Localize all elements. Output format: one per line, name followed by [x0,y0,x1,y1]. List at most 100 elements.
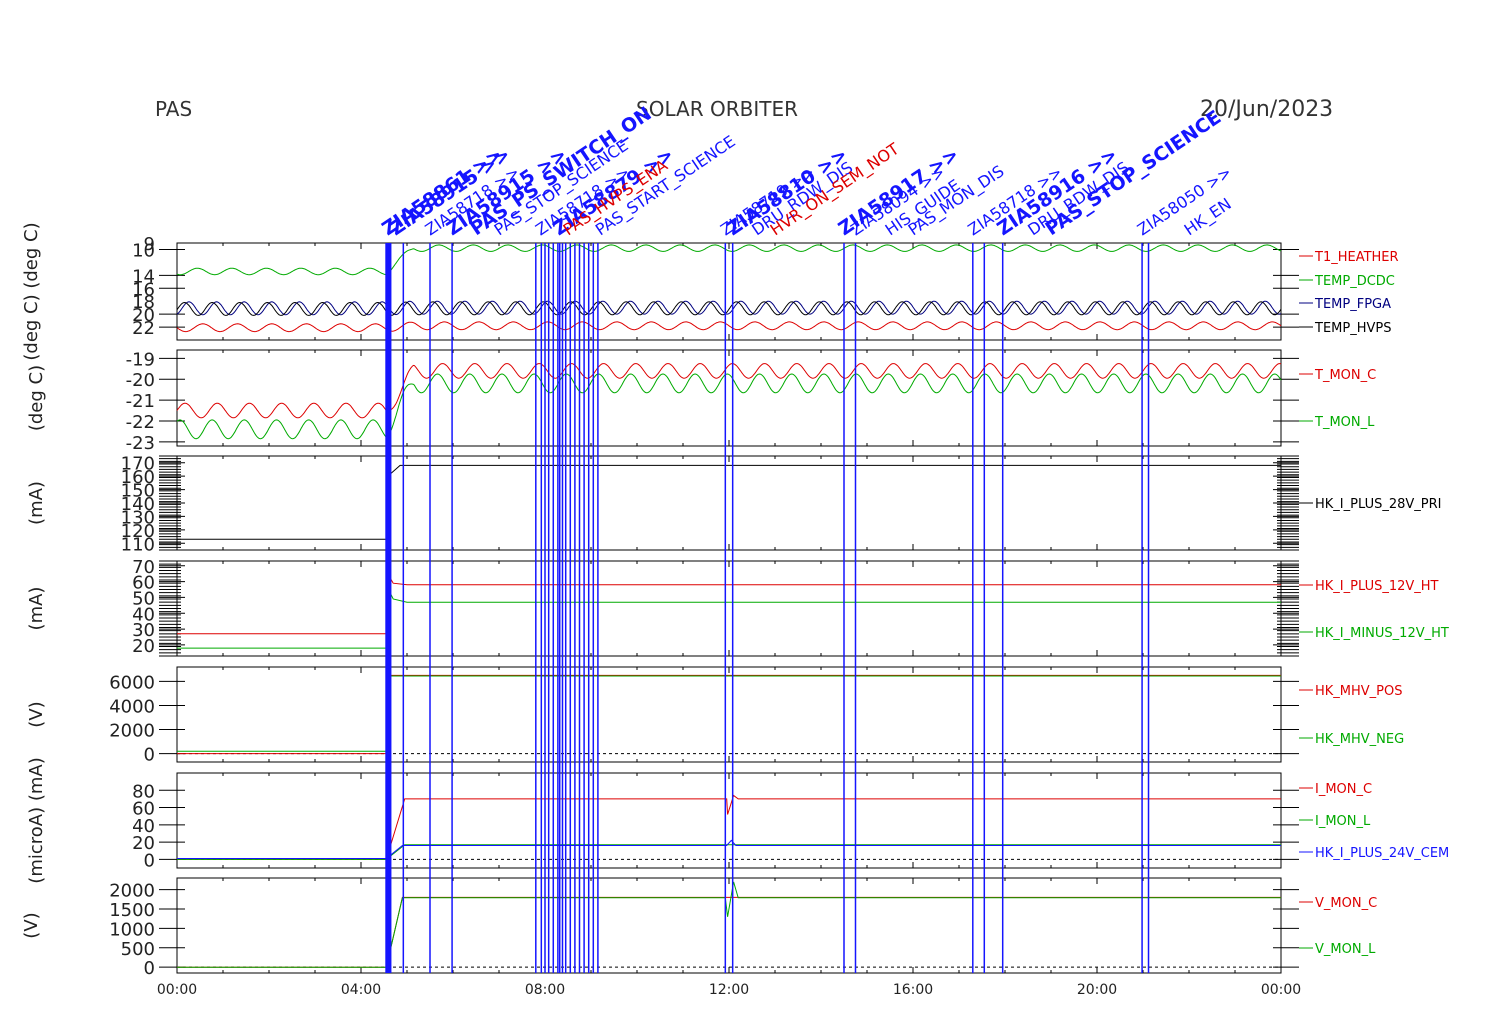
series-line-t1_heather [176,321,1282,333]
y-tick-label: 60 [132,799,155,820]
y-tick-label: 14 [132,266,155,287]
legend-t_mon_l: T_MON_L [1314,415,1375,430]
legend-hk_i_plus_28v_pri: HK_I_PLUS_28V_PRI [1315,497,1441,512]
panel-frame [176,349,1282,447]
y-tick-label: 160 [121,467,155,488]
y-tick-label: 0 [144,850,155,871]
y-tick-label: -19 [126,349,155,370]
y-tick-label: 10 [132,240,155,261]
x-tick-label: 20:00 [1077,982,1117,998]
legend-i_mon_c: I_MON_C [1315,782,1372,797]
y-tick-label: 140 [121,494,155,515]
y-tick-label: 1500 [109,900,155,921]
header-date: 20/Jun/2023 [1200,97,1333,122]
y-axis-label: (V) [26,701,47,727]
y-tick-label: -23 [126,433,155,454]
y-tick-label: 40 [132,816,155,837]
x-tick-label: 00:00 [157,982,197,998]
y-tick-label: 120 [121,521,155,542]
series-line-i_mon_c [177,794,1281,860]
panel-2: -19-20-21-22-23 (deg C) T_MON_C T_MON_L [26,349,1376,453]
y-tick-label: 9 [144,234,155,255]
series-line-i_mon_l [177,844,1281,860]
series-line-temp_fpga [176,300,1282,316]
legend-i_mon_l: I_MON_L [1315,814,1371,829]
y-axis-label: (deg C) [26,365,47,431]
legend-hk_mhv_pos: HK_MHV_POS [1315,684,1403,699]
y-tick-label: 16 [132,279,155,300]
y-tick-label: 18 [132,292,155,313]
x-tick-label: 16:00 [893,982,933,998]
legend-hk_i_minus_12v_ht: HK_I_MINUS_12V_HT [1315,626,1449,641]
y-tick-label: 150 [121,481,155,502]
legend-hk_i_plus_12v_ht: HK_I_PLUS_12V_HT [1315,579,1439,594]
y-axis-label: (microA) (mA) [26,757,47,883]
series-line-temp_hvps [176,301,1282,316]
legend-t1_heather: T1_HEATHER [1314,250,1399,265]
series-line-hk_i_minus_12v_ht [177,587,1281,649]
y-tick-label: 4000 [109,696,155,717]
y-tick-label: 40 [132,604,155,625]
y-axis-label: (mA) [26,587,47,631]
y-tick-label: 22 [132,318,155,339]
x-tick-label: 04:00 [341,982,381,998]
panel-frame [176,877,1282,974]
y-tick-label: -22 [126,412,155,433]
y-tick-label: 30 [132,620,155,641]
y-tick-label: 50 [132,588,155,609]
series-line-t_mon_l [176,373,1282,440]
header-mission: SOLAR ORBITER [636,97,798,121]
y-tick-label: 2000 [109,721,155,742]
x-tick-label: 08:00 [525,982,565,998]
y-axis-label: (V) [21,912,42,938]
panel-frame [176,772,1282,869]
y-tick-label: 6000 [109,672,155,693]
series-line-t_mon_c [176,363,1282,419]
y-tick-label: 0 [144,745,155,766]
y-axis-label: (mA) [26,481,47,525]
x-tick-label: 00:00 [1261,982,1301,998]
y-tick-label: 70 [132,557,155,578]
series-line-hk_i_plus_12v_ht [177,571,1281,635]
series-line-v_mon_l [177,881,1281,968]
x-tick-label: 12:00 [709,982,749,998]
y-tick-label: 20 [132,305,155,326]
series-line-temp_dcdc [176,244,1282,276]
legend-temp_hvps: TEMP_HVPS [1314,321,1391,336]
legend-hk_mhv_neg: HK_MHV_NEG [1315,732,1404,747]
panel-frame [176,455,1282,551]
header-instrument: PAS [155,97,192,121]
series-line-hk_mhv_neg [177,675,1281,752]
series-line-hk_i_plus_24v_cem [177,839,1281,859]
y-tick-label: 500 [121,939,155,960]
legend-temp_dcdc: TEMP_DCDC [1314,274,1395,289]
legend-v_mon_l: V_MON_L [1315,942,1376,957]
y-tick-label: -20 [126,370,155,391]
y-tick-label: 2000 [109,881,155,902]
y-tick-label: 60 [132,573,155,594]
panel-5: 0 2000 4000 6000 (V) HK_MHV_POS HK_MHV_NEG [26,666,1404,766]
series-line-hk_i_plus_28v_pri [177,464,1281,540]
legend-hk_i_plus_24v_cem: HK_I_PLUS_24V_CEM [1315,846,1449,861]
y-tick-label: 80 [132,781,155,802]
y-tick-label: 130 [121,507,155,528]
y-axis-label: (deg C) (deg C) [21,222,42,360]
y-tick-label: -21 [126,391,155,412]
legend-temp_fpga: TEMP_FPGA [1314,297,1391,312]
legend-v_mon_c: V_MON_C [1315,896,1377,911]
panel-frame [176,666,1282,763]
y-tick-label: 110 [121,534,155,555]
y-tick-label: 0 [144,958,155,979]
legend-t_mon_c: T_MON_C [1314,368,1376,383]
panel-frame [176,560,1282,657]
y-tick-label: 1000 [109,919,155,940]
y-tick-label: 20 [132,636,155,657]
y-tick-label: 20 [132,833,155,854]
